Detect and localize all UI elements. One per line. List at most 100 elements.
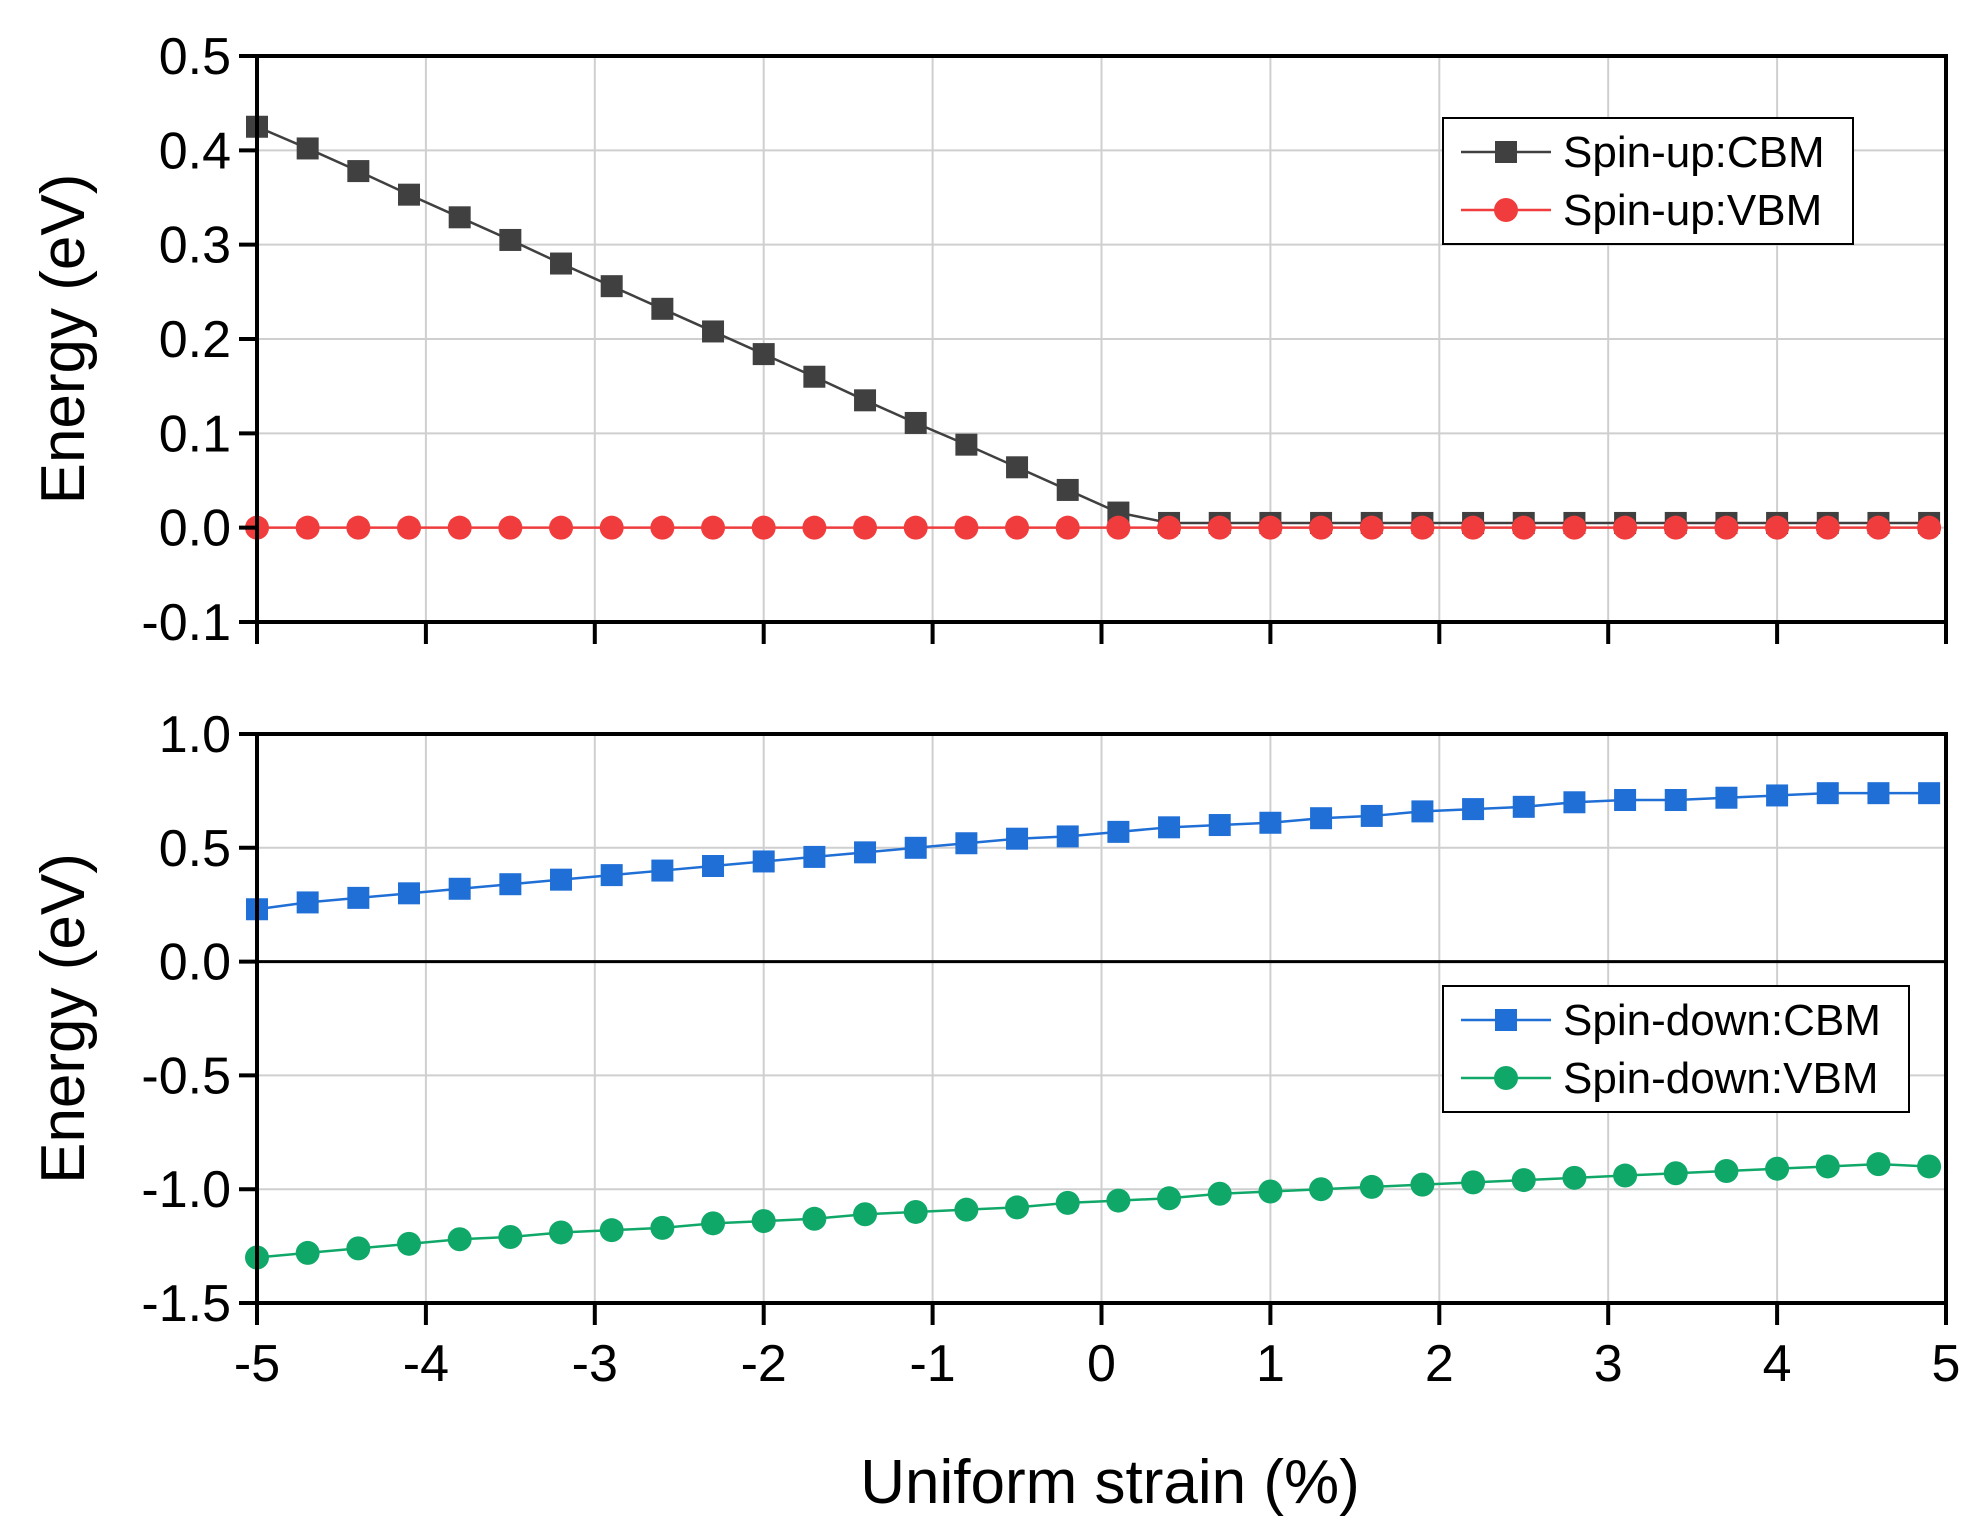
data-point-circle <box>1917 1154 1942 1179</box>
legend-marker-square <box>1495 1009 1517 1031</box>
data-point-square <box>752 343 775 366</box>
data-point-circle <box>701 515 726 540</box>
legend-box <box>1442 985 1910 1113</box>
x-tick-label: -2 <box>741 1335 787 1393</box>
data-point-circle <box>1157 1186 1182 1211</box>
data-point-circle <box>954 515 979 540</box>
data-point-square <box>1006 827 1029 850</box>
data-point-circle <box>1207 1181 1232 1206</box>
data-point-square <box>296 891 319 914</box>
data-point-square <box>1614 789 1637 812</box>
x-tick-label: -5 <box>234 1335 280 1393</box>
data-point-circle <box>447 515 472 540</box>
data-point-square <box>296 137 319 160</box>
y-tick-label: 0.2 <box>159 311 231 369</box>
data-point-square <box>955 832 978 855</box>
data-point-circle <box>1157 515 1182 540</box>
data-point-circle <box>751 1209 776 1234</box>
y-tick-label: 0.4 <box>159 122 231 180</box>
data-point-square <box>1664 789 1687 812</box>
data-point-square <box>1766 784 1789 807</box>
data-point-square <box>1056 478 1079 501</box>
x-tick-label: 2 <box>1425 1335 1454 1393</box>
x-tick-label: 0 <box>1087 1335 1116 1393</box>
data-point-circle <box>1410 1172 1435 1197</box>
data-point-square <box>550 252 573 275</box>
data-point-circle <box>1663 1161 1688 1186</box>
data-point-square <box>803 845 826 868</box>
data-point-circle <box>1258 1179 1283 1204</box>
data-point-circle <box>1714 515 1739 540</box>
y-tick-label: 0.0 <box>159 934 231 992</box>
data-point-circle <box>295 1240 320 1265</box>
data-point-circle <box>650 515 675 540</box>
data-point-circle <box>1207 515 1232 540</box>
data-point-square <box>1208 814 1231 837</box>
data-point-circle <box>346 1236 371 1261</box>
data-point-circle <box>1917 515 1942 540</box>
data-point-circle <box>1461 1170 1486 1195</box>
data-point-circle <box>498 1224 523 1249</box>
data-point-square <box>1360 804 1383 827</box>
data-point-circle <box>295 515 320 540</box>
y-tick-label: -0.1 <box>141 594 231 652</box>
data-point-circle <box>1410 515 1435 540</box>
data-point-square <box>1158 816 1181 839</box>
data-point-square <box>854 841 877 864</box>
data-point-square <box>600 275 623 298</box>
legend-label-1: Spin-up:VBM <box>1563 186 1822 235</box>
data-point-circle <box>802 1206 827 1231</box>
data-point-circle <box>903 1199 928 1224</box>
data-point-square <box>752 850 775 873</box>
y-axis-title: Energy (eV) <box>29 853 98 1184</box>
x-tick-label: 4 <box>1763 1335 1792 1393</box>
data-point-square <box>347 886 370 909</box>
data-point-circle <box>1005 1195 1030 1220</box>
data-point-circle <box>954 1197 979 1222</box>
data-point-square <box>1512 795 1535 818</box>
x-tick-label: 1 <box>1256 1335 1285 1393</box>
data-point-circle <box>1562 515 1587 540</box>
data-point-circle <box>498 515 523 540</box>
data-point-circle <box>397 515 422 540</box>
data-point-square <box>398 882 421 905</box>
data-point-circle <box>1866 515 1891 540</box>
x-tick-label: 3 <box>1594 1335 1623 1393</box>
legend-marker-square <box>1495 141 1517 163</box>
data-point-square <box>955 433 978 456</box>
data-point-circle <box>1663 515 1688 540</box>
data-point-square <box>1259 811 1282 834</box>
data-point-circle <box>599 1218 624 1243</box>
data-point-circle <box>701 1211 726 1236</box>
data-point-square <box>1056 825 1079 848</box>
x-tick-label: -4 <box>403 1335 449 1393</box>
x-tick-label: -3 <box>572 1335 618 1393</box>
data-point-square <box>803 365 826 388</box>
data-point-square <box>1563 791 1586 814</box>
data-point-square <box>550 868 573 891</box>
data-point-square <box>1006 456 1029 479</box>
legend-marker-circle <box>1494 198 1518 222</box>
data-point-square <box>499 873 522 896</box>
data-point-circle <box>1106 515 1131 540</box>
data-point-square <box>1462 798 1485 821</box>
legend-box <box>1442 117 1854 245</box>
data-point-circle <box>1815 1154 1840 1179</box>
data-point-square <box>702 320 725 343</box>
data-point-circle <box>1613 1163 1638 1188</box>
legend: Spin-up:CBM Spin-up:VBM <box>1442 117 1854 245</box>
data-point-circle <box>447 1227 472 1252</box>
data-point-circle <box>549 515 574 540</box>
data-point-circle <box>1106 1188 1131 1213</box>
x-tick-label: 5 <box>1932 1335 1961 1393</box>
y-tick-label: -1.0 <box>141 1161 231 1219</box>
y-tick-label: -0.5 <box>141 1047 231 1105</box>
data-point-circle <box>1815 515 1840 540</box>
data-point-circle <box>650 1215 675 1240</box>
data-point-circle <box>1765 515 1790 540</box>
y-tick-label: 0.5 <box>159 820 231 878</box>
data-point-square <box>1867 782 1890 805</box>
data-point-square <box>600 864 623 887</box>
data-point-circle <box>1511 1168 1536 1193</box>
